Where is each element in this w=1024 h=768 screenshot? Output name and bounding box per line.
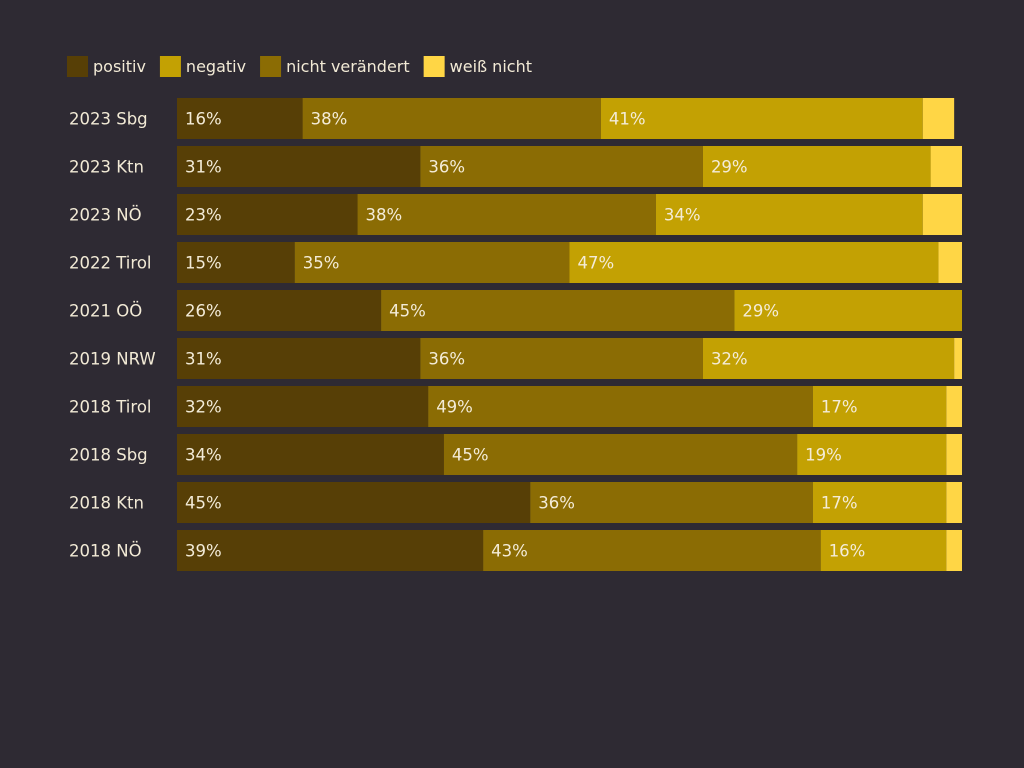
- bar-segment-nicht-veraendert: [812, 386, 947, 427]
- bar-segment-nicht-veraendert: [702, 146, 931, 187]
- bar-segment-nicht-veraendert: [655, 194, 923, 235]
- bar-segment-negativ: [294, 242, 570, 283]
- legend-swatch-negativ: [159, 56, 181, 77]
- data-label: 26%: [185, 302, 222, 321]
- legend-swatch-weiss-nicht: [423, 56, 445, 77]
- bar-segment-weiss-nicht: [922, 98, 955, 139]
- bar-segment-positiv: [177, 194, 358, 235]
- legend-label-weiss-nicht: weiß nicht: [450, 57, 532, 76]
- bar-segment-weiss-nicht: [930, 146, 962, 187]
- bar-segment-positiv: [177, 482, 531, 523]
- category-label: 2018 Sbg: [69, 446, 148, 465]
- legend-label-positiv: positiv: [93, 57, 146, 76]
- bar-segment-weiss-nicht: [946, 434, 962, 475]
- data-label: 16%: [185, 110, 222, 129]
- bar-segment-negativ: [530, 482, 813, 523]
- bar-segment-negativ: [443, 434, 798, 475]
- bar-area: 2023 Sbg 16% 38% 41% 2023 Ktn 31% 36% 29% 2023 N…: [69, 98, 962, 571]
- legend-label-nicht-veraendert: nicht verändert: [286, 57, 410, 76]
- data-label: 36%: [428, 350, 465, 369]
- data-label: 17%: [821, 398, 858, 417]
- bar-segment-positiv: [177, 338, 421, 379]
- data-label: 36%: [428, 158, 465, 177]
- category-label: 2018 Tirol: [69, 398, 152, 417]
- data-label: 47%: [578, 254, 615, 273]
- data-label: 17%: [821, 494, 858, 513]
- bar-segment-positiv: [177, 242, 295, 283]
- data-label: 39%: [185, 542, 222, 561]
- data-label: 35%: [303, 254, 340, 273]
- data-label: 34%: [664, 206, 701, 225]
- bar-segment-weiss-nicht: [946, 482, 962, 523]
- bar-segment-weiss-nicht: [954, 338, 962, 379]
- category-label: 2019 NRW: [69, 350, 156, 369]
- data-label: 45%: [452, 446, 489, 465]
- bar-segment-weiss-nicht: [946, 386, 962, 427]
- bar-segment-weiss-nicht: [922, 194, 962, 235]
- bar-segment-positiv: [177, 146, 421, 187]
- bar-segment-positiv: [177, 386, 429, 427]
- category-label: 2023 Ktn: [69, 158, 144, 177]
- data-label: 31%: [185, 350, 222, 369]
- bar-segment-nicht-veraendert: [734, 290, 962, 331]
- data-label: 34%: [185, 446, 222, 465]
- bar-segment-positiv: [177, 98, 303, 139]
- legend-swatch-nicht-veraendert: [260, 56, 282, 77]
- data-label: 16%: [829, 542, 866, 561]
- data-label: 45%: [185, 494, 222, 513]
- bar-segment-negativ: [302, 98, 601, 139]
- data-label: 29%: [742, 302, 779, 321]
- bar-segment-nicht-veraendert: [812, 482, 947, 523]
- bar-segment-weiss-nicht: [938, 242, 962, 283]
- bar-segment-weiss-nicht: [946, 530, 962, 571]
- legend-swatch-positiv: [67, 56, 88, 77]
- data-label: 43%: [491, 542, 528, 561]
- legend: positiv negativ nicht verändert weiß nicht: [67, 56, 532, 77]
- data-label: 41%: [609, 110, 646, 129]
- category-label: 2022 Tirol: [69, 254, 152, 273]
- bar-segment-negativ: [420, 338, 703, 379]
- legend-label-negativ: negativ: [186, 57, 246, 76]
- data-label: 49%: [436, 398, 473, 417]
- bar-segment-negativ: [428, 386, 813, 427]
- category-label: 2018 NÖ: [69, 542, 142, 561]
- data-label: 31%: [185, 158, 222, 177]
- bar-segment-positiv: [177, 530, 484, 571]
- category-label: 2023 NÖ: [69, 206, 142, 225]
- bar-segment-positiv: [177, 290, 382, 331]
- data-label: 19%: [805, 446, 842, 465]
- data-label: 38%: [366, 206, 403, 225]
- bar-segment-negativ: [357, 194, 656, 235]
- bar-segment-nicht-veraendert: [820, 530, 947, 571]
- data-label: 32%: [711, 350, 748, 369]
- data-label: 45%: [389, 302, 426, 321]
- data-label: 32%: [185, 398, 222, 417]
- category-label: 2023 Sbg: [69, 110, 148, 129]
- category-label: 2018 Ktn: [69, 494, 144, 513]
- data-label: 29%: [711, 158, 748, 177]
- category-label: 2021 OÖ: [69, 302, 142, 321]
- bar-segment-nicht-veraendert: [600, 98, 923, 139]
- bar-segment-negativ: [483, 530, 821, 571]
- bar-segment-nicht-veraendert: [569, 242, 939, 283]
- bar-segment-nicht-veraendert: [797, 434, 947, 475]
- data-label: 36%: [538, 494, 575, 513]
- data-label: 23%: [185, 206, 222, 225]
- bar-segment-nicht-veraendert: [702, 338, 955, 379]
- data-label: 15%: [185, 254, 222, 273]
- bar-segment-negativ: [381, 290, 735, 331]
- data-label: 38%: [311, 110, 348, 129]
- bar-segment-negativ: [420, 146, 703, 187]
- bar-segment-positiv: [177, 434, 444, 475]
